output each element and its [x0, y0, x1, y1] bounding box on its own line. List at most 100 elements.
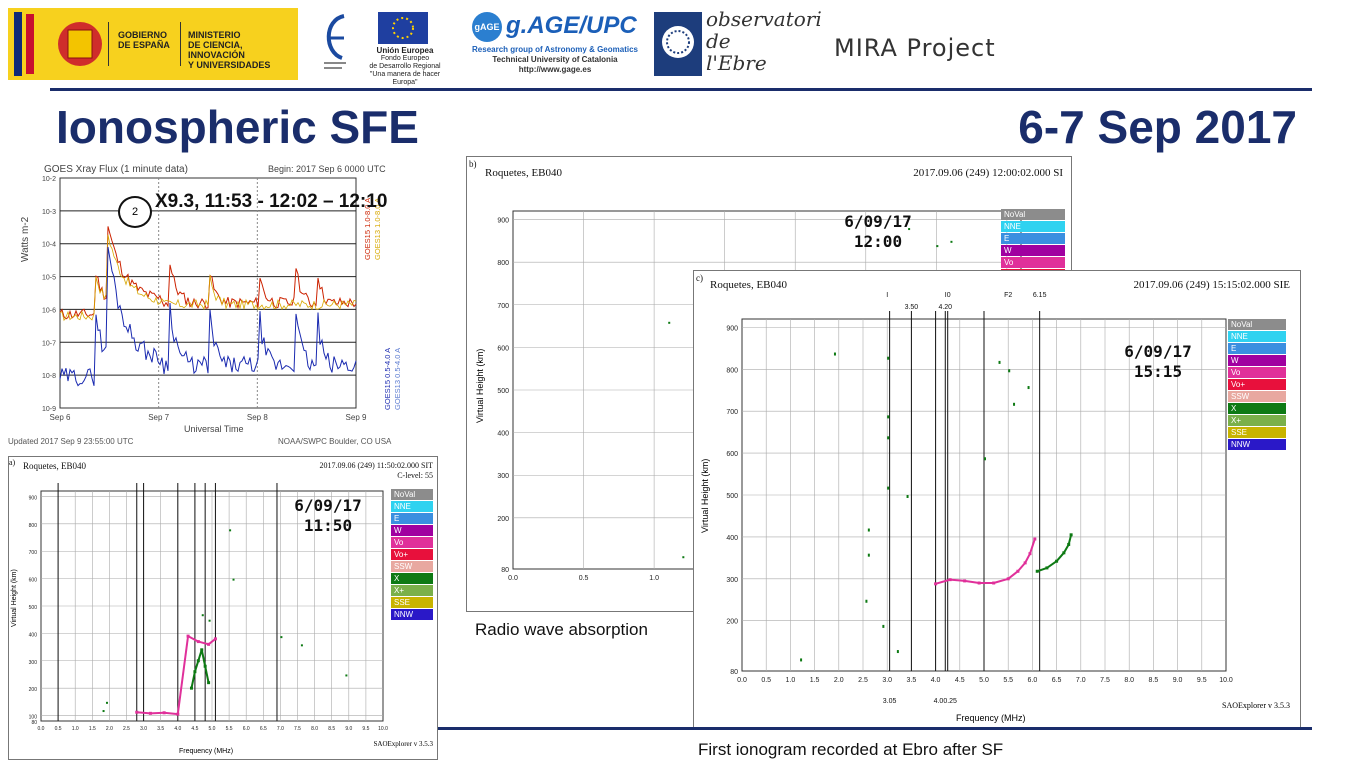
gov-line1: GOBIERNO — [118, 30, 168, 40]
ionogram-trace-segment — [1055, 552, 1065, 562]
ionogram-ytick-label: 500 — [497, 388, 509, 395]
ionogram-c-point — [887, 356, 890, 360]
legend-item: NoVal — [1228, 319, 1286, 330]
ionogram-trace-point — [207, 681, 211, 685]
ionogram-c-bottom-label: 4.00.25 — [934, 698, 957, 705]
goes-long2-series — [59, 234, 357, 322]
goes-ytick-label: 10-4 — [42, 242, 56, 249]
legend-item: NNE — [1001, 221, 1065, 232]
ionogram-a-cflags: C-level: 55 — [397, 471, 433, 480]
ionogram-a-station: Roquetes, EB040 — [23, 461, 86, 471]
ionogram-trace-segment — [964, 579, 980, 584]
goes-subtitle: Begin: 2017 Sep 6 0000 UTC — [268, 164, 386, 174]
eu-sub2: de Desarrollo Regional — [369, 63, 441, 70]
ionogram-xtick-label: 3.5 — [157, 726, 164, 732]
ionogram-trace-segment — [200, 649, 207, 667]
ionogram-a-point — [105, 701, 108, 704]
legend-item: E — [391, 513, 433, 524]
ionogram-b-time: 12:00 — [853, 232, 903, 251]
ionogram-a-footer: SAOExplorer v 3.5.3 — [373, 740, 434, 748]
ionogram-xtick-label: 0.5 — [55, 726, 62, 732]
ionogram-c-point — [887, 415, 890, 419]
ionogram-xtick-label: 5.0 — [209, 726, 216, 732]
ionogram-c-point — [984, 457, 986, 461]
ionogram-b-station: Roquetes, EB040 — [485, 167, 562, 179]
ionogram-xtick-label: 3.0 — [140, 726, 147, 732]
ionogram-c-point — [1027, 386, 1030, 390]
ionogram-ytick-label: 600 — [726, 451, 738, 458]
ionogram-trace-point — [186, 634, 190, 638]
ionogram-xtick-label: 0.5 — [579, 575, 589, 582]
goes-legend-entry: GOES15 0.5-4.0 A — [383, 348, 392, 410]
ionogram-c-legend: NoVal NNE E W Vo Vo+ SSW X X+ SSE NNW — [1228, 319, 1286, 451]
ionogram-b-date: 6/09/17 — [844, 212, 912, 231]
ionogram-xtick-label: 6.0 — [1028, 677, 1038, 684]
ionogram-trace-segment — [176, 635, 190, 715]
ionogram-c-timestamp: 2017.09.06 (249) 15:15:02.000 SIE — [1133, 279, 1290, 291]
ionogram-xtick-label: 2.0 — [834, 677, 844, 684]
ionogram-a-point — [208, 619, 211, 622]
ionogram-a-point — [300, 644, 303, 647]
ionogram-a-point — [201, 614, 204, 617]
goes-xtick-label: Sep 7 — [148, 413, 169, 422]
legend-item: NNW — [391, 609, 433, 620]
ionogram-b-point — [908, 228, 911, 231]
gage-badge-icon: gAGE — [472, 12, 502, 42]
goes-xray-plot: GOES Xray Flux (1 minute data) Begin: 20… — [8, 164, 402, 446]
ionogram-xtick-label: 9.5 — [362, 726, 369, 732]
goes-plot-frame — [59, 177, 357, 409]
caption-absorption: Radio wave absorption — [475, 620, 648, 639]
ionogram-b-point — [936, 245, 939, 248]
ionogram-c-marker-label: I — [886, 292, 888, 299]
legend-item: Vo — [1228, 367, 1286, 378]
ebre-line1: observatori — [706, 7, 822, 31]
ionogram-ytick-label: 500 — [29, 605, 38, 611]
ionogram-c-point — [1008, 369, 1011, 373]
ionogram-ytick-label: 200 — [726, 619, 738, 626]
ionogram-trace-point — [176, 712, 180, 716]
ionogram-trace-segment — [950, 578, 965, 582]
ionogram-xtick-label: 8.5 — [1149, 677, 1159, 684]
ionogram-b-point — [682, 556, 685, 559]
eu-sub3: "Una manera de hacer Europa" — [369, 71, 441, 86]
title-right: 6-7 Sep 2017 — [1018, 101, 1297, 153]
ionogram-a-xlabel: Frequency (MHz) — [179, 748, 234, 755]
legend-item: SSW — [1228, 391, 1286, 402]
ionogram-xtick-label: 0.5 — [761, 677, 771, 684]
ionogram-c-point — [833, 352, 836, 356]
ionogram-c-marker-label: 4.20 — [938, 304, 952, 311]
ebre-observatory-icon — [654, 12, 702, 76]
ionogram-xtick-label: 4.5 — [191, 726, 198, 732]
legend-item: Vo — [391, 537, 433, 548]
ebre-line3: l'Ebre — [706, 51, 767, 75]
feder-logo-icon — [318, 12, 352, 74]
legend-item: SSW — [391, 561, 433, 572]
ionogram-a-time: 11:50 — [303, 516, 353, 535]
ionogram-c-point — [867, 528, 870, 532]
ionogram-a-plot: 0.0 0.5 1.0 1.5 2.0 2.5 3.0 3.5 4.0 4.5 5.0 5.5 6.0 6… — [29, 483, 388, 732]
ionogram-c-footer: SAOExplorer v 3.5.3 — [1222, 701, 1290, 710]
ionogram-ytick-label: 600 — [497, 345, 509, 352]
ionogram-xtick-label: 4.0 — [931, 677, 941, 684]
goes-ytick-label: 10-6 — [42, 307, 56, 314]
ministry-line3: Y UNIVERSIDADES — [188, 60, 271, 70]
ionogram-ytick-label: 700 — [726, 409, 738, 416]
ionogram-c-point — [867, 553, 870, 557]
legend-item: Vo — [1001, 257, 1065, 268]
legend-item: E — [1001, 233, 1065, 244]
ionogram-trace-segment — [164, 711, 178, 716]
ionogram-trace-segment — [193, 660, 200, 673]
legend-item: NNE — [1228, 331, 1286, 342]
ionogram-c-point — [998, 360, 1001, 364]
gage-url: http://www.gage.es — [518, 65, 592, 74]
goes-footer-right: NOAA/SWPC Boulder, CO USA — [278, 437, 392, 446]
ionogram-a-label: a) — [9, 458, 16, 467]
government-logo: GOBIERNO DE ESPAÑA MINISTERIO DE CIENCIA… — [8, 8, 298, 80]
goes-xtick-label: Sep 8 — [247, 413, 268, 422]
ionogram-ytick-label: 900 — [497, 218, 509, 225]
ionogram-ytick-label: 200 — [497, 516, 509, 523]
ionogram-xtick-label: 8.0 — [311, 726, 318, 732]
ionogram-a-timestamp: 2017.09.06 (249) 11:50:02.000 SIT — [319, 461, 433, 470]
ionogram-a-time-annotation: 6/09/17 11:50 — [276, 496, 380, 536]
ionogram-trace-segment — [198, 640, 209, 646]
